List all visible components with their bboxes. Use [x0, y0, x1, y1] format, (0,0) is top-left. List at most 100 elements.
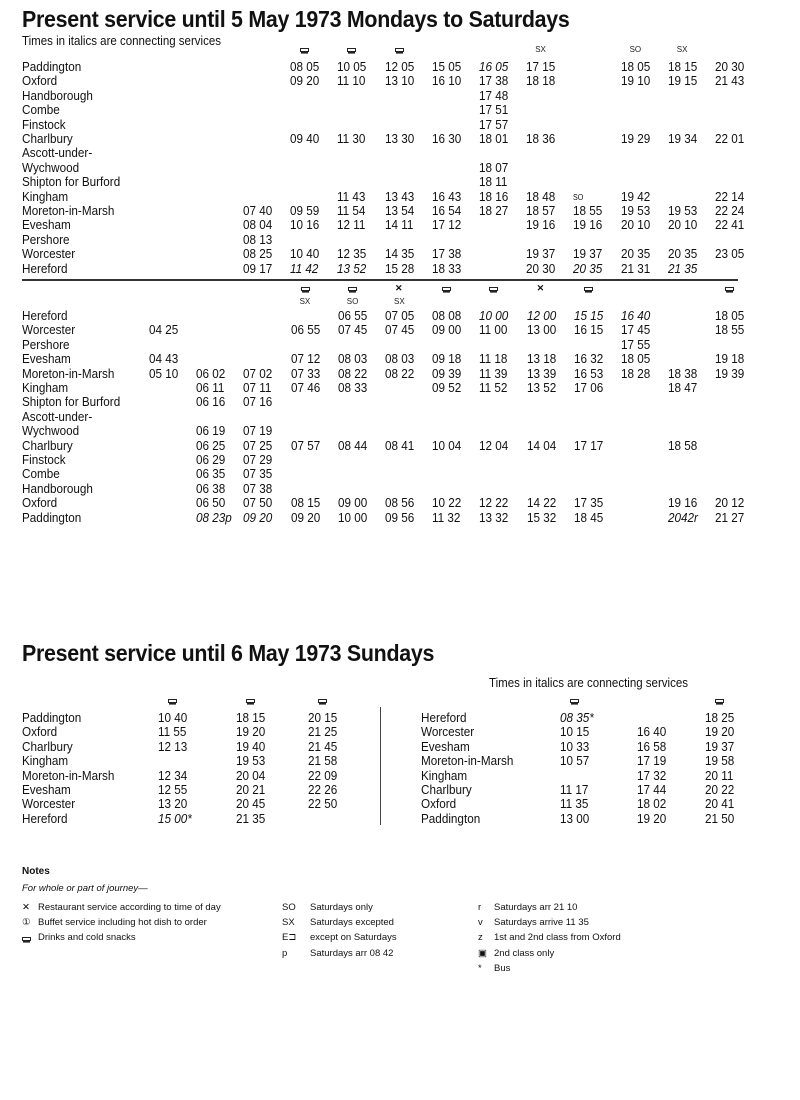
timetable-row: Moreton-in-Marsh 10 57 17 19 19 58: [0, 753, 800, 769]
departure-time: 19 40: [236, 738, 266, 754]
departure-time: 19 53: [236, 753, 266, 769]
departure-time: 19 37: [573, 246, 603, 262]
departure-time: 19 37: [705, 738, 735, 754]
departure-time: 08 03: [337, 351, 368, 367]
table-divider: [22, 279, 738, 281]
station-name: Paddington: [22, 710, 82, 725]
station-name: Kingham: [22, 188, 69, 204]
departure-time: 13 00: [560, 810, 590, 826]
departure-time: 13 54: [384, 203, 414, 218]
departure-time: 20 35: [573, 260, 603, 276]
departure-time: 12 34: [158, 767, 188, 783]
departure-time: 22 41: [715, 217, 745, 233]
departure-time: 20 22: [705, 782, 735, 797]
station-name: Ascott-under-: [22, 408, 93, 424]
timetable-row: Finstock 06 29 07 29: [0, 452, 800, 467]
departure-time: 09 17: [243, 260, 273, 276]
timetable-row: Shipton for Burford 18 11: [0, 174, 800, 190]
timetable-row: Oxford 11 35 18 02 20 41: [0, 796, 800, 811]
station-name: Combe: [22, 102, 60, 118]
departure-time: 17 06: [573, 380, 604, 395]
timetable-row: Paddington 10 40 18 15 20 15: [0, 710, 800, 725]
sunday-divider: [380, 707, 381, 825]
departure-time: 18 38: [668, 365, 698, 381]
station-name: Handborough: [22, 480, 93, 496]
timetable-row: Moreton-in-Marsh 07 40 09 59 11 54 13 54 16 5…: [0, 203, 800, 218]
departure-time: 08 22: [385, 365, 415, 381]
departure-time: 21 35: [236, 810, 266, 826]
departure-time: 08 03: [385, 351, 415, 367]
note-key: p: [282, 947, 288, 959]
departure-time: 06 55: [290, 322, 320, 338]
departure-time: 11 17: [560, 782, 589, 797]
timetable-row: Paddington 13 00 19 20 21 50: [0, 810, 800, 826]
station-name: Evesham: [22, 217, 71, 233]
departure-time: 20 10: [667, 217, 698, 233]
departure-time: 18 58: [668, 437, 698, 453]
timetable-row: Pershore 17 55: [0, 337, 800, 352]
departure-time: 08 41: [385, 437, 415, 453]
departure-time: 10 05: [337, 59, 367, 74]
departure-time: 06 38: [196, 480, 226, 496]
departure-time: 11 30: [337, 131, 366, 146]
departure-time: 12 05: [384, 59, 414, 74]
station-name: Oxford: [22, 73, 58, 89]
service-code-label: SO: [346, 297, 359, 306]
departure-time: 22 24: [715, 203, 745, 218]
departure-time: 10 57: [560, 753, 590, 769]
station-name: Pershore: [22, 231, 70, 247]
departure-time: 18 16: [479, 188, 509, 204]
station-name: Hereford: [22, 260, 68, 276]
departure-time: 19 15: [667, 73, 698, 89]
departure-time: 16 53: [573, 365, 604, 381]
station-name: Worcester: [22, 322, 76, 338]
departure-time: 12 55: [158, 782, 188, 797]
departure-time: 20 04: [236, 767, 266, 783]
snack-icon: [725, 286, 735, 295]
departure-time: 21 25: [308, 724, 338, 740]
timetable-row: Worcester 04 25 06 55 07 45 07 45 09 00 11 00 1…: [0, 322, 800, 338]
departure-time: 08 04: [243, 217, 273, 233]
departure-time: 07 12: [290, 351, 320, 367]
snack-icon: [570, 698, 579, 707]
departure-time: 09 20: [290, 73, 320, 89]
departure-time: 12 04: [479, 437, 509, 453]
departure-time: 07 33: [290, 365, 320, 381]
timetable-row: Oxford 06 50 07 50 08 15 09 00 08 56 10 22 12 2…: [0, 495, 800, 511]
departure-time: 06 02: [196, 365, 226, 381]
departure-time: 07 50: [243, 495, 273, 511]
snack-icon: [489, 286, 499, 295]
departure-time: 17 15: [526, 59, 556, 74]
departure-time: 08 15: [290, 495, 320, 511]
departure-time: 18 05: [620, 59, 650, 74]
timetable-row: Paddington 08 23p 09 20 09 20 10 00 09 56 11 3…: [0, 509, 800, 525]
note-text: Drinks and cold snacks: [38, 932, 136, 944]
station-name: Shipton for Burford: [22, 174, 121, 190]
snack-icon: [168, 698, 177, 707]
departure-time: 13 10: [384, 73, 414, 89]
departure-time: 07 40: [243, 203, 273, 218]
departure-time: 07 16: [243, 394, 273, 410]
departure-time: 20 12: [715, 495, 745, 511]
note-key: r: [478, 902, 482, 913]
departure-time: 12 00: [526, 308, 556, 323]
station-name: Paddington: [22, 509, 82, 525]
departure-time: 12 35: [337, 246, 367, 262]
departure-time: 12 22: [479, 495, 509, 511]
departure-time: 18 25: [705, 710, 735, 725]
station-name: Charlbury: [22, 131, 73, 146]
note-text: Bus: [494, 962, 511, 974]
departure-time: SO: [573, 192, 584, 202]
departure-time: 19 29: [620, 131, 650, 146]
weekday-title: Present service until 5 May 1973 Mondays…: [22, 6, 570, 32]
departure-time: 19 20: [236, 724, 266, 740]
departure-time: 07 19: [243, 423, 273, 439]
departure-time: 18 05: [715, 308, 745, 323]
timetable-row: Pershore 08 13: [0, 231, 800, 247]
departure-time: 17 32: [637, 767, 667, 783]
note-text: Restaurant service according to time of …: [38, 902, 221, 913]
notes-heading: Notes: [22, 866, 50, 877]
departure-time: 20 21: [236, 782, 266, 797]
restaurant-icon: ✕: [22, 902, 30, 913]
departure-time: 07 02: [243, 365, 273, 381]
